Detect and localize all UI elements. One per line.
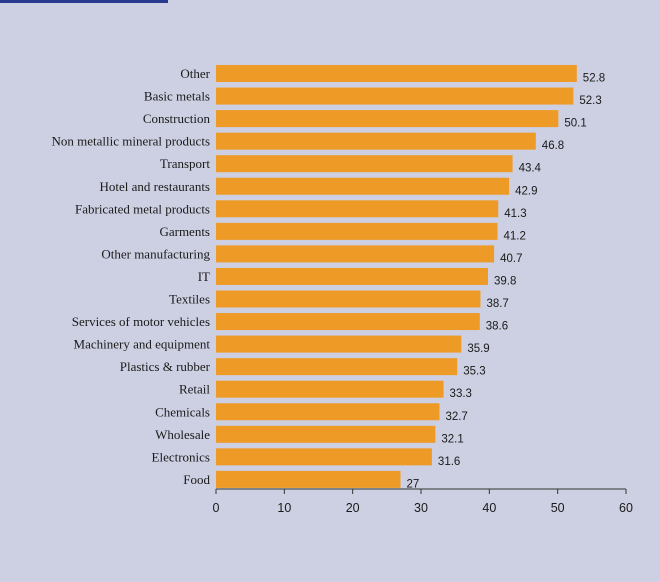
category-label: Hotel and restaurants — [100, 179, 210, 194]
value-label: 52.3 — [579, 95, 601, 107]
bar — [216, 448, 432, 466]
category-label: Transport — [160, 156, 210, 171]
bar — [216, 267, 488, 285]
value-label: 52.8 — [583, 73, 605, 85]
category-label: Retail — [179, 382, 210, 397]
category-label: Food — [183, 472, 210, 487]
value-label: 42.9 — [515, 185, 537, 197]
value-label: 40.7 — [500, 253, 522, 265]
value-label: 33.3 — [450, 388, 472, 400]
category-label: Garments — [159, 224, 210, 239]
bar — [216, 290, 481, 308]
value-label: 32.1 — [441, 433, 463, 445]
value-label: 41.2 — [504, 230, 526, 242]
value-label: 32.7 — [445, 411, 467, 423]
category-label: Chemicals — [155, 404, 210, 419]
category-label: Other manufacturing — [101, 246, 210, 261]
category-label: Electronics — [152, 449, 210, 464]
category-label: Construction — [143, 111, 211, 126]
bar — [216, 358, 458, 376]
bar — [216, 177, 510, 195]
bar — [216, 335, 462, 353]
value-label: 27 — [407, 478, 420, 490]
bar — [216, 87, 574, 105]
category-label: IT — [198, 269, 210, 284]
x-tick-label: 50 — [551, 501, 565, 515]
x-tick-label: 0 — [213, 501, 220, 515]
category-label: Non metallic mineral products — [52, 134, 210, 149]
bar — [216, 65, 577, 82]
value-label: 38.7 — [486, 298, 508, 310]
x-tick-label: 40 — [482, 501, 496, 515]
category-label: Services of motor vehicles — [72, 314, 210, 329]
category-label: Fabricated metal products — [75, 201, 210, 216]
value-label: 31.6 — [438, 456, 460, 468]
category-label: Other — [180, 66, 210, 81]
value-label: 46.8 — [542, 140, 564, 152]
bar — [216, 313, 480, 331]
bar — [216, 110, 559, 128]
bar — [216, 132, 536, 150]
top-accent-rule — [0, 0, 168, 3]
value-label: 39.8 — [494, 275, 516, 287]
category-label: Textiles — [169, 292, 210, 307]
bar — [216, 403, 440, 421]
x-tick-label: 60 — [619, 501, 633, 515]
bar — [216, 470, 401, 488]
value-label: 41.3 — [504, 208, 526, 220]
bar — [216, 222, 498, 240]
category-label: Plastics & rubber — [120, 359, 211, 374]
x-tick-label: 20 — [346, 501, 360, 515]
value-label: 38.6 — [486, 321, 508, 333]
bar — [216, 245, 495, 263]
category-label: Wholesale — [155, 427, 210, 442]
value-label: 35.9 — [467, 343, 489, 355]
category-label: Machinery and equipment — [74, 337, 211, 352]
bar — [216, 380, 444, 398]
value-label: 43.4 — [519, 163, 542, 175]
bar — [216, 200, 499, 218]
value-label: 35.3 — [463, 366, 485, 378]
value-label: 50.1 — [564, 118, 586, 130]
bar — [216, 155, 513, 173]
x-tick-label: 10 — [277, 501, 291, 515]
x-tick-label: 30 — [414, 501, 428, 515]
bar — [216, 425, 436, 443]
category-label: Basic metals — [144, 89, 210, 104]
